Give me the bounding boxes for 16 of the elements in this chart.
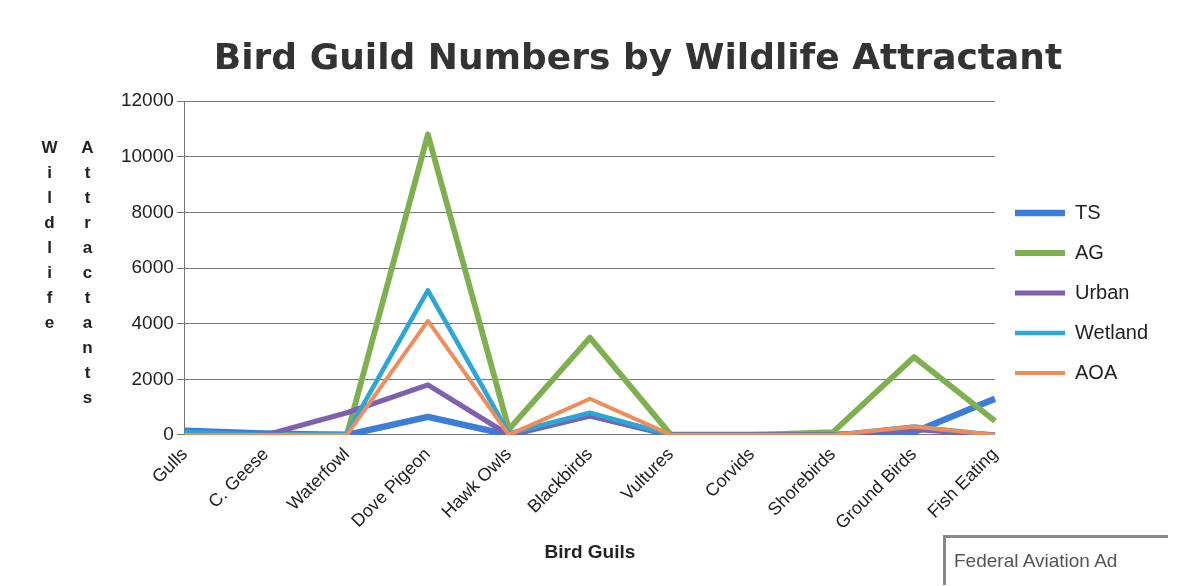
y-tick-label: 4000 (131, 311, 174, 333)
legend-label: Wetland (1074, 320, 1149, 343)
chart-title: Bird Guild Numbers by Wildlife Attractant (213, 35, 1063, 77)
x-axis-title: Bird Guils (544, 540, 636, 562)
legend-label: AG (1074, 240, 1104, 263)
y-tick-label: 12000 (120, 89, 174, 111)
y-axis-title: Wildlife Attractants (39, 138, 98, 415)
y-tick-label: 2000 (131, 367, 174, 389)
legend-label: TS (1074, 200, 1101, 223)
text: Federal Aviation Ad (943, 535, 1168, 585)
y-tick-label: 10000 (120, 145, 174, 167)
legend-label: Urban (1074, 280, 1130, 303)
legend-label: AOA (1074, 360, 1118, 383)
y-tick-label: 6000 (131, 256, 174, 278)
y-tick-label: 0 (163, 423, 174, 445)
y-tick-label: 8000 (131, 200, 174, 222)
